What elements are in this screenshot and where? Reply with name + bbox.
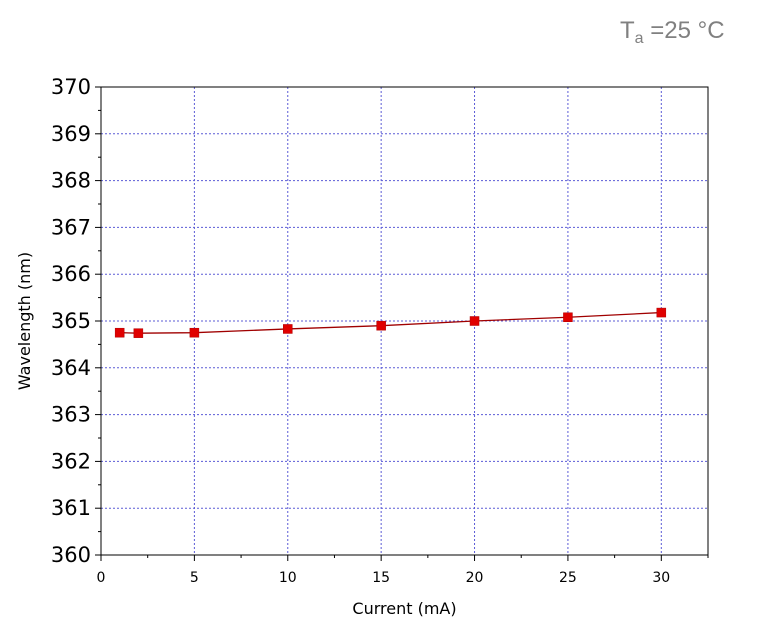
y-tick-label: 361 (51, 496, 91, 520)
x-tick-label: 15 (372, 570, 390, 586)
annotation-main: T (620, 17, 635, 44)
x-axis-title: Current (mA) (352, 599, 456, 618)
y-tick-label: 366 (51, 262, 91, 286)
y-tick-label: 368 (51, 169, 91, 193)
data-point (283, 324, 293, 334)
x-tick-label: 5 (190, 570, 199, 586)
x-tick-label: 30 (652, 570, 670, 586)
data-point (563, 312, 573, 323)
x-tick-label: 0 (97, 570, 106, 586)
plot-frame (100, 86, 709, 556)
annotation-subscript: a (634, 30, 644, 47)
y-tick-label: 362 (51, 449, 91, 473)
x-tick-label: 25 (559, 570, 577, 586)
temperature-annotation: Ta =25 °C (620, 17, 725, 48)
x-axis-ticks: 0 5 10 15 20 25 30 (97, 555, 709, 586)
data-point (376, 320, 386, 331)
y-axis-title: Wavelength (nm) (15, 252, 34, 390)
y-tick-label: 363 (51, 403, 91, 427)
annotation-rest: =25 °C (643, 17, 725, 44)
data-point (656, 307, 667, 318)
x-tick-label: 20 (466, 570, 484, 586)
y-tick-label: 370 (51, 75, 91, 99)
data-point (133, 328, 144, 338)
data-point (189, 327, 200, 338)
y-tick-label: 369 (51, 122, 91, 146)
y-tick-label: 364 (51, 356, 91, 380)
y-tick-label: 365 (51, 309, 91, 333)
y-axis-ticks: 360 361 362 363 364 365 366 367 368 369 370 (51, 75, 101, 567)
y-tick-label: 360 (51, 543, 91, 567)
series-line (119, 311, 662, 334)
y-tick-label: 367 (51, 215, 91, 239)
x-tick-label: 10 (279, 570, 297, 586)
grid (101, 87, 708, 555)
data-point (469, 316, 480, 326)
data-series (114, 307, 667, 338)
data-point (114, 327, 125, 338)
